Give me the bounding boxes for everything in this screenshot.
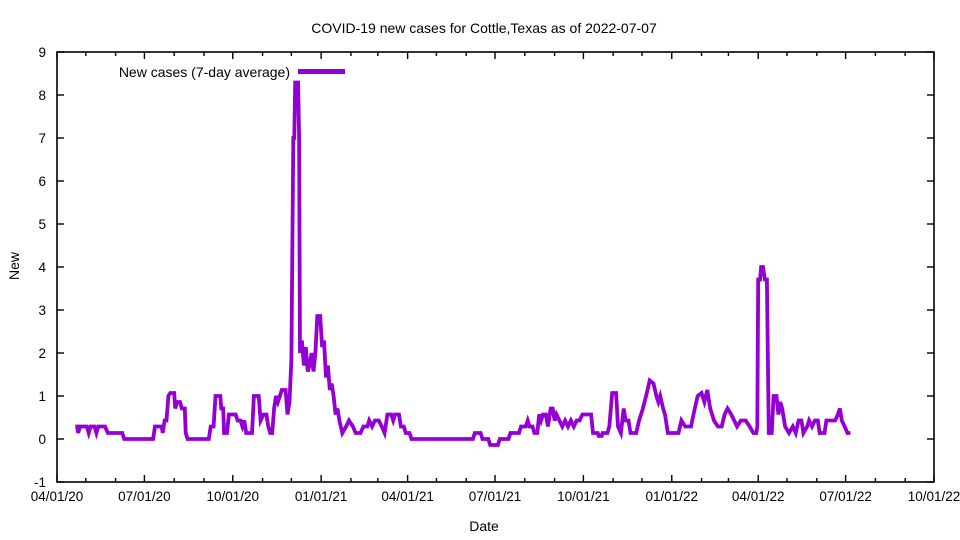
y-tick-label: 0: [38, 432, 46, 447]
x-tick-label: 10/01/21: [557, 489, 610, 504]
plot-border: [56, 51, 935, 483]
x-tick-label: 04/01/20: [31, 489, 84, 504]
x-tick-label: 01/01/22: [645, 489, 698, 504]
legend-entry-label: New cases (7-day average): [118, 64, 290, 80]
y-tick-label: 7: [38, 131, 46, 146]
y-tick-label: 3: [38, 303, 46, 318]
y-tick-label: -1: [34, 475, 46, 490]
x-tick-label: 04/01/22: [732, 489, 785, 504]
y-tick-label: 4: [38, 260, 46, 275]
x-tick-label: 07/01/22: [819, 489, 872, 504]
x-tick-label: 04/01/21: [381, 489, 434, 504]
x-tick-label: 10/01/22: [908, 489, 960, 504]
y-tick-label: 1: [38, 389, 46, 404]
y-tick-label: 5: [38, 217, 46, 232]
legend-line-swatch: [298, 69, 345, 74]
chart-title: COVID-19 new cases for Cottle,Texas as o…: [311, 20, 657, 36]
x-axis-label: Date: [469, 518, 499, 534]
data-line: [75, 80, 851, 447]
x-tick-label: 07/01/21: [469, 489, 522, 504]
y-tick-label: 6: [38, 174, 46, 189]
y-tick-label: 8: [38, 88, 46, 103]
x-tick-label: 01/01/21: [295, 489, 348, 504]
x-tick-label: 10/01/20: [207, 489, 260, 504]
x-tick-label: 07/01/20: [118, 489, 171, 504]
y-tick-label: 9: [38, 45, 46, 60]
y-tick-label: 2: [38, 346, 46, 361]
